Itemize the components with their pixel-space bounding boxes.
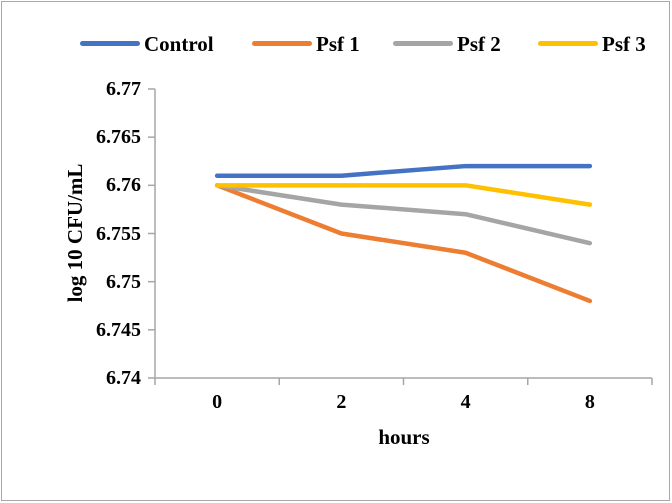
x-tick-label: 8 — [584, 391, 595, 413]
y-tick-label: 6.77 — [106, 78, 141, 100]
y-tick-label: 6.74 — [106, 367, 141, 389]
series-line-control — [214, 163, 593, 178]
legend-swatch-psf-1 — [252, 41, 312, 46]
legend-swatch-control — [80, 41, 140, 46]
x-tick-label: 2 — [336, 391, 347, 413]
series-line-psf-3 — [214, 183, 593, 207]
y-axis-title: log 10 CFU/mL — [63, 163, 87, 303]
series-line-psf-2 — [214, 183, 593, 246]
legend-swatch-psf-2 — [393, 41, 453, 46]
y-tick-label: 6.745 — [96, 318, 141, 341]
y-tick-label: 6.75 — [106, 270, 141, 293]
y-tick-label: 6.755 — [96, 222, 141, 245]
x-tick-label: 0 — [212, 391, 223, 413]
legend-label-psf-3: Psf 3 — [602, 32, 646, 56]
y-tick-label: 6.765 — [96, 126, 141, 149]
x-tick-label: 4 — [460, 391, 471, 413]
series-line-psf-1 — [214, 183, 593, 304]
legend-swatch-psf-3 — [538, 41, 598, 46]
legend-label-control: Control — [144, 32, 214, 56]
legend-label-psf-1: Psf 1 — [316, 32, 360, 56]
legend-label-psf-2: Psf 2 — [457, 32, 501, 56]
y-tick-label: 6.76 — [106, 174, 141, 197]
x-axis-title: hours — [378, 425, 430, 449]
